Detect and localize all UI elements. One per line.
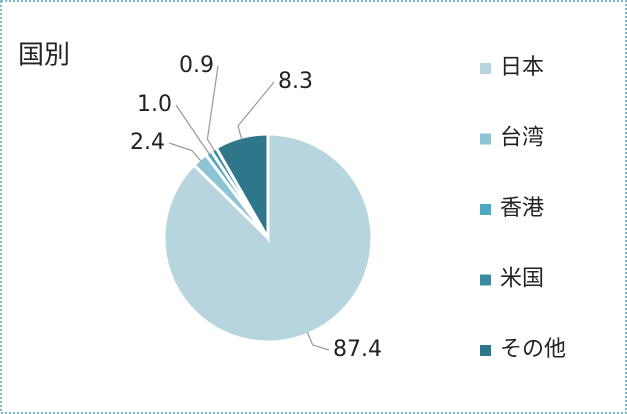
leader-line [175, 104, 211, 155]
legend-swatch [480, 204, 491, 215]
data-label: 2.4 [130, 130, 165, 155]
data-label: 8.3 [278, 69, 313, 94]
legend-label: 香港 [500, 196, 544, 221]
legend-label: 台湾 [500, 126, 544, 151]
legend-label: 米国 [500, 267, 544, 292]
legend-swatch [480, 274, 491, 286]
leader-line [306, 331, 330, 351]
legend-swatch [480, 63, 491, 74]
data-label: 1.0 [137, 92, 172, 117]
leader-line [168, 142, 202, 162]
chart-title: 国別 [18, 41, 70, 71]
data-label: 87.4 [333, 337, 382, 362]
legend-label: その他 [500, 337, 566, 362]
leader-line [206, 65, 219, 152]
legend-swatch [480, 345, 491, 356]
data-label: 0.9 [179, 53, 214, 78]
legend-swatch [480, 133, 491, 145]
leader-line [237, 81, 275, 140]
legend-label: 日本 [500, 55, 544, 80]
